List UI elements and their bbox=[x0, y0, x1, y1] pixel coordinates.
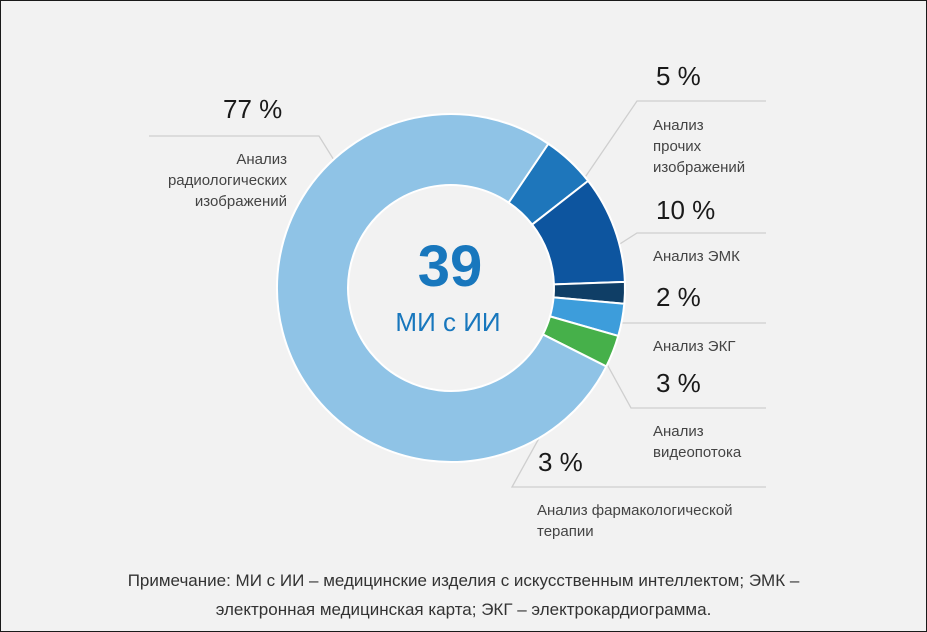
slice-percent-4: 2 % bbox=[656, 282, 701, 312]
slice-percent-1: 77 % bbox=[223, 94, 282, 124]
slice-label-2: Анализ прочих изображений bbox=[653, 117, 745, 176]
slice-percent-2: 5 % bbox=[656, 61, 701, 91]
footnote-line-2: электронная медицинская карта; ЭКГ – эле… bbox=[215, 600, 712, 619]
slice-percent-6: 3 % bbox=[538, 447, 583, 477]
slice-label-3: Анализ ЭМК bbox=[653, 248, 740, 265]
donut-slices bbox=[276, 113, 626, 463]
slice-label-6: Анализ фармакологической терапии bbox=[537, 502, 732, 540]
footnote: Примечание: МИ с ИИ – медицинские издели… bbox=[1, 566, 926, 624]
donut-chart: 77 % Анализ радиологических изображений 5 % А… bbox=[149, 61, 766, 540]
donut-slice-1 bbox=[276, 113, 608, 463]
slice-label-5: Анализ видеопотока bbox=[653, 423, 742, 461]
center-label: МИ с ИИ bbox=[395, 307, 500, 337]
slice-label-4: Анализ ЭКГ bbox=[653, 338, 735, 355]
slice-percent-3: 10 % bbox=[656, 195, 715, 225]
leader-line-5 bbox=[596, 345, 766, 409]
leader-line-2 bbox=[572, 100, 766, 196]
footnote-line-1: Примечание: МИ с ИИ – медицинские издели… bbox=[127, 571, 800, 590]
slice-label-1: Анализ радиологических изображений bbox=[168, 151, 288, 210]
slice-labels: 77 % Анализ радиологических изображений 5 % А… bbox=[168, 61, 745, 540]
center-value: 39 bbox=[418, 234, 483, 299]
slice-percent-5: 3 % bbox=[656, 368, 701, 398]
